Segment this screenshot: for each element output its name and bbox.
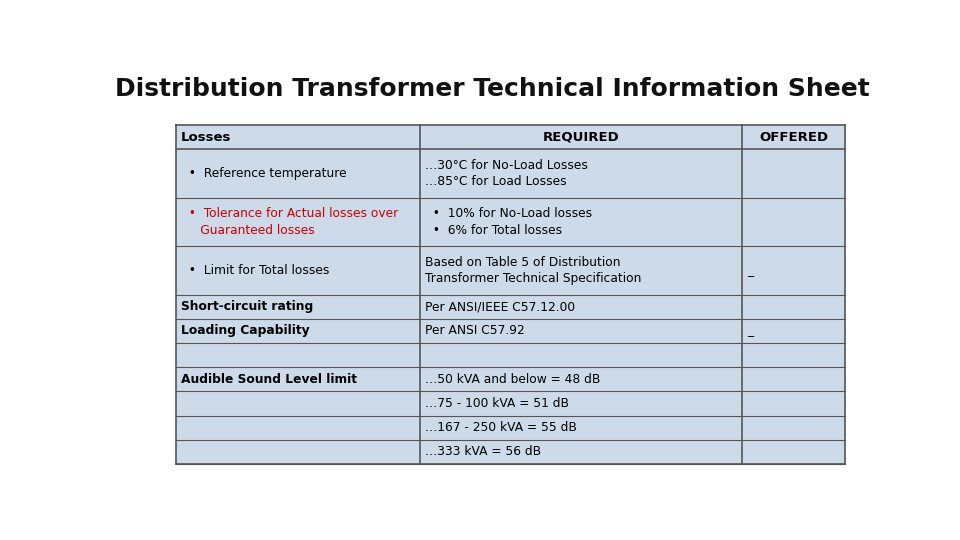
Text: •  Tolerance for Actual losses over
     Guaranteed losses: • Tolerance for Actual losses over Guara… (181, 207, 398, 237)
Text: •  Limit for Total losses: • Limit for Total losses (181, 264, 329, 277)
Text: Loading Capability: Loading Capability (181, 325, 310, 338)
Text: Audible Sound Level limit: Audible Sound Level limit (181, 373, 357, 386)
Text: Based on Table 5 of Distribution
Transformer Technical Specification: Based on Table 5 of Distribution Transfo… (425, 255, 642, 285)
Text: _: _ (747, 264, 753, 277)
Text: Per ANSI/IEEE C57.12.00: Per ANSI/IEEE C57.12.00 (425, 300, 576, 313)
Text: Losses: Losses (181, 131, 231, 144)
Text: Distribution Transformer Technical Information Sheet: Distribution Transformer Technical Infor… (114, 77, 870, 102)
Text: Short-circuit rating: Short-circuit rating (181, 300, 313, 313)
Text: …75 - 100 kVA = 51 dB: …75 - 100 kVA = 51 dB (425, 397, 569, 410)
Text: OFFERED: OFFERED (759, 131, 828, 144)
Text: …30°C for No-Load Losses
…85°C for Load Losses: …30°C for No-Load Losses …85°C for Load … (425, 159, 588, 188)
Text: •  Reference temperature: • Reference temperature (181, 167, 347, 180)
Bar (176, 125, 846, 464)
Text: …333 kVA = 56 dB: …333 kVA = 56 dB (425, 446, 541, 458)
Text: •  10% for No-Load losses
  •  6% for Total losses: • 10% for No-Load losses • 6% for Total … (425, 207, 592, 237)
Text: …50 kVA and below = 48 dB: …50 kVA and below = 48 dB (425, 373, 601, 386)
Text: Per ANSI C57.92: Per ANSI C57.92 (425, 325, 525, 338)
Text: _: _ (747, 325, 753, 338)
Text: …167 - 250 kVA = 55 dB: …167 - 250 kVA = 55 dB (425, 421, 577, 434)
Text: REQUIRED: REQUIRED (542, 131, 619, 144)
